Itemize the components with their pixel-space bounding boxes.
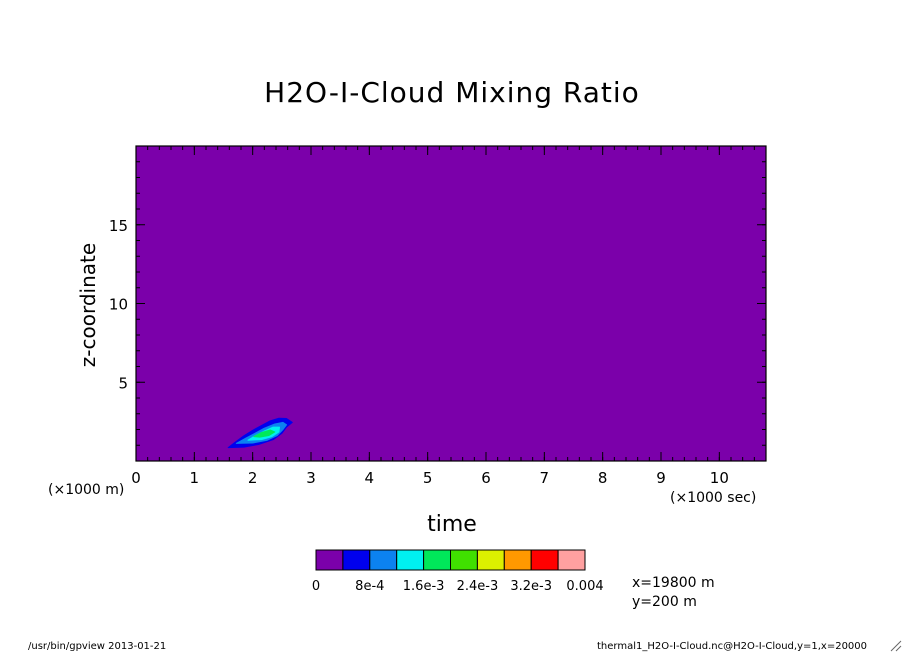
field-background [136,146,766,461]
colorbar-cell [530,549,559,571]
y-tick-label: 5 [118,374,128,392]
x-tick-label: 9 [656,469,666,487]
y-tick-label: 15 [109,217,128,235]
colorbar-cell [557,549,586,571]
plot-area [136,146,766,461]
colorbar-label: 0.004 [566,579,603,594]
colorbar-label: 2.4e-3 [457,579,499,594]
footer-left: /usr/bin/gpview 2013-01-21 [28,641,167,652]
contour-level-3 [253,429,276,438]
axis-ticks [135,146,767,461]
x-tick-label: 6 [481,469,491,487]
colorbar-label: 8e-4 [355,579,384,594]
colorbar-cell [369,549,398,571]
colorbar-label: 1.6e-3 [403,579,445,594]
colorbar-cell [342,549,371,571]
y-axis-label: z-coordinate [76,242,100,368]
x-tick-label: 3 [306,469,316,487]
footer-right: thermal1_H2O-I-Cloud.nc@H2O-I-Cloud,y=1,… [597,641,868,652]
colorbar-cell [476,549,505,571]
y-axis-unit: (×1000 m) [48,482,125,498]
colorbar-cell [450,549,478,571]
x-position-note: x=19800 m [632,575,715,591]
y-position-note: y=200 m [632,594,697,610]
chart-title: H2O-I-Cloud Mixing Ratio [264,76,640,109]
colorbar-cell [396,549,425,571]
colorbar-label: 0 [312,579,320,594]
y-tick-label: 10 [109,296,128,314]
x-tick-label: 4 [365,469,375,487]
colorbar-label: 3.2e-3 [510,579,552,594]
colorbar: 0 8e-4 1.6e-3 2.4e-3 3.2e-3 0.004 [312,549,604,594]
x-tick-label: 1 [190,469,200,487]
x-tick-label: 2 [248,469,258,487]
colorbar-cell [315,549,344,571]
x-tick-label: 0 [131,469,141,487]
colorbar-cell [423,549,452,571]
x-tick-label: 10 [710,469,729,487]
x-tick-label: 5 [423,469,433,487]
contour-layer [227,417,293,449]
tick-labels: 0 1 2 3 4 5 6 7 8 9 10 5 10 15 [109,217,729,487]
x-axis-unit: (×1000 sec) [670,490,757,506]
x-tick-label: 7 [540,469,550,487]
x-tick-label: 8 [598,469,608,487]
resize-grip-icon[interactable] [890,640,902,652]
colorbar-cell [503,549,532,571]
x-axis-label: time [427,512,477,537]
